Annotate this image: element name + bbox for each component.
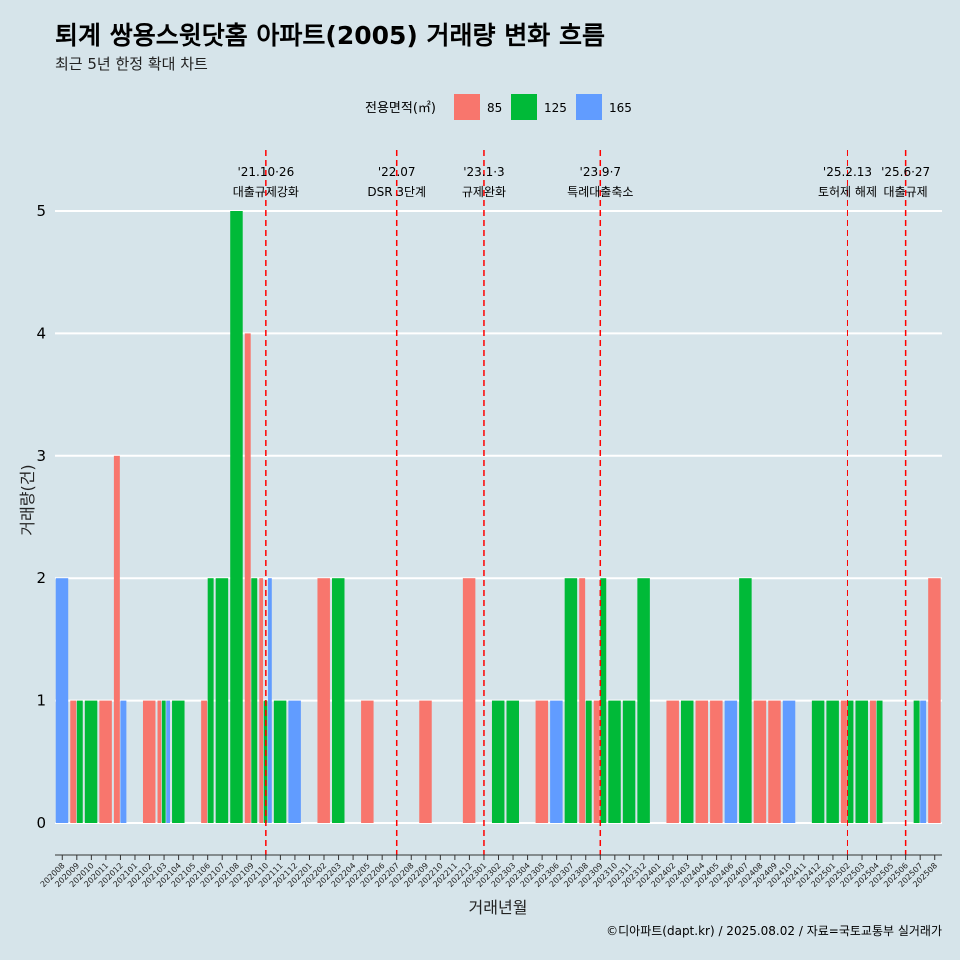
bar-202102-85	[142, 700, 156, 823]
bar-202109-85	[244, 333, 251, 823]
y-tick-label: 2	[36, 569, 46, 587]
x-axis-title: 거래년월	[469, 898, 528, 917]
bar-202010-125	[84, 700, 98, 823]
legend-key-85	[454, 94, 480, 120]
y-tick-label: 5	[36, 202, 46, 220]
bars	[55, 211, 941, 823]
bar-202412-125	[811, 700, 825, 823]
y-tick-label: 0	[36, 814, 46, 832]
bar-202104-125	[172, 700, 185, 823]
annotation-label: 대출규제	[884, 185, 928, 199]
bar-202106-125	[207, 578, 214, 823]
bar-202310-125	[608, 700, 621, 823]
bar-202110-165	[268, 578, 272, 823]
bar-202409-85	[768, 700, 781, 823]
bar-202106-85	[201, 700, 208, 823]
legend-key-125	[511, 94, 537, 120]
bar-202507-125	[913, 700, 920, 823]
bar-202307-125	[564, 578, 578, 823]
bar-202309-85	[593, 700, 600, 823]
bar-202012-85	[113, 455, 120, 823]
bar-202308-85	[579, 578, 586, 823]
y-tick-label: 3	[36, 447, 46, 465]
bar-202107-125	[215, 578, 229, 823]
chart-title: 퇴계 쌍용스윗닷홈 아파트(2005) 거래량 변화 흐름	[55, 21, 605, 50]
bar-202011-85	[99, 700, 112, 823]
bar-202203-125	[332, 578, 345, 823]
bar-202507-165	[920, 700, 927, 823]
bar-202402-85	[666, 700, 679, 823]
bar-202501-125	[826, 700, 839, 823]
annotation-label: 특례대출축소	[567, 185, 633, 199]
bar-202405-85	[710, 700, 723, 823]
bar-202012-165	[120, 700, 127, 823]
bar-202202-85	[317, 578, 330, 823]
bar-202309-125	[600, 578, 607, 823]
annotations: '21.10·26 대출규제강화 '22.07 DSR 3단계 '23.1·3 규제완화 '…	[233, 150, 930, 855]
bar-202008-165	[55, 578, 69, 823]
bar-202306-165	[550, 700, 563, 823]
bar-202305-85	[535, 700, 549, 823]
bar-202212-85	[462, 578, 476, 823]
annotation-date: '22.07	[378, 165, 416, 179]
chart-subtitle: 최근 5년 한정 확대 차트	[55, 55, 208, 73]
bar-202403-125	[680, 700, 694, 823]
y-axis-ticks: 0 1 2 3 4 5	[36, 202, 46, 832]
annotation-label: 규제완화	[462, 185, 506, 199]
bar-202111-125	[273, 700, 287, 823]
legend-key-165	[576, 94, 602, 120]
legend-title: 전용면적(㎡)	[365, 101, 436, 116]
y-tick-label: 4	[36, 324, 46, 342]
bar-202508-85	[928, 578, 941, 823]
annotation-label: DSR 3단계	[367, 185, 426, 199]
bar-202303-125	[506, 700, 519, 823]
legend-label-85: 85	[487, 101, 502, 115]
bar-202502-125	[847, 700, 854, 823]
bar-202504-125	[876, 700, 883, 823]
annotation-date: '21.10·26	[237, 165, 294, 179]
bar-202108-125	[230, 211, 243, 823]
bar-202311-125	[622, 700, 636, 823]
legend-label-125: 125	[544, 101, 567, 115]
annotation-date: '25.6·27	[881, 165, 930, 179]
bar-202503-125	[855, 700, 868, 823]
annotation-label: 토허제 해제	[818, 185, 877, 199]
bar-202407-125	[739, 578, 752, 823]
annotation-date: '23.1·3	[463, 165, 504, 179]
x-axis: 2020082020092020102020112020122021012021…	[39, 854, 942, 889]
bar-202504-85	[870, 700, 876, 823]
y-axis-title: 거래량(건)	[18, 464, 37, 535]
caption: ©디아파트(dapt.kr) / 2025.08.02 / 자료=국토교통부 실…	[606, 924, 942, 938]
legend-label-165: 165	[609, 101, 632, 115]
bar-202009-125	[76, 700, 83, 823]
bar-202110-85	[259, 578, 264, 823]
bar-202308-125	[585, 700, 592, 823]
bar-202404-85	[695, 700, 709, 823]
legend: 전용면적(㎡) 85 125 165	[365, 94, 632, 120]
bar-202209-85	[419, 700, 432, 823]
bar-202502-85	[840, 700, 847, 823]
bar-202302-125	[491, 700, 505, 823]
bar-202103-125	[161, 700, 166, 823]
bar-202312-125	[637, 578, 650, 823]
annotation-date: '25.2.13	[823, 165, 872, 179]
bar-202408-85	[753, 700, 767, 823]
bar-202103-85	[157, 700, 162, 823]
bar-202205-85	[361, 700, 374, 823]
bar-202103-165	[166, 700, 170, 823]
bar-202112-165	[288, 700, 301, 823]
bar-202406-165	[724, 700, 738, 823]
bar-202009-85	[70, 700, 77, 823]
annotation-date: '23.9·7	[580, 165, 621, 179]
bar-202410-165	[782, 700, 796, 823]
y-tick-label: 1	[36, 692, 46, 710]
annotation-label: 대출규제강화	[233, 185, 299, 199]
bar-202109-125	[251, 578, 258, 823]
